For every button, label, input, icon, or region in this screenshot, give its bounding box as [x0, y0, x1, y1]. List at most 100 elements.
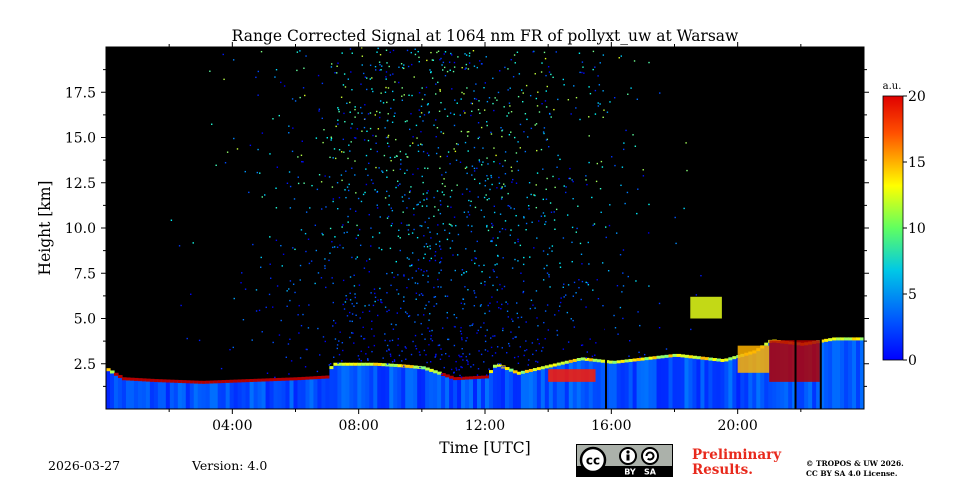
y-tick-label: 10.0 — [65, 221, 96, 237]
boundary-layer-top — [500, 365, 506, 369]
boundary-layer-strip — [700, 357, 706, 409]
boundary-layer-top — [421, 366, 426, 370]
boundary-layer-top — [516, 371, 522, 375]
boundary-layer-strip — [141, 379, 147, 409]
boundary-layer-top — [281, 377, 287, 381]
boundary-layer-top — [321, 375, 327, 379]
boundary-layer-top — [612, 360, 618, 364]
boundary-layer-top — [325, 375, 331, 379]
boundary-layer-strip — [261, 379, 267, 409]
boundary-layer-strip — [193, 381, 199, 409]
boundary-layer-strip — [832, 338, 837, 409]
boundary-layer-top — [600, 359, 606, 363]
boundary-layer-strip — [133, 378, 139, 409]
boundary-layer-strip — [544, 366, 550, 409]
boundary-layer-strip — [309, 377, 315, 409]
boundary-layer-top — [852, 337, 857, 341]
boundary-layer-strip — [588, 359, 594, 409]
boundary-layer-top — [157, 379, 163, 383]
boundary-layer-top — [189, 380, 195, 384]
boundary-layer-top — [488, 370, 494, 374]
boundary-layer-strip — [644, 358, 650, 409]
boundary-layer-top — [656, 355, 662, 359]
axes: 04:00 08:00 12:00 16:00 20:00 2.5 5.0 7.5 10.0 12… — [65, 42, 869, 434]
colorbar — [882, 95, 904, 361]
boundary-layer-top — [333, 362, 338, 366]
x-tick-label: 04:00 — [212, 418, 252, 434]
boundary-layer-strip — [301, 377, 307, 409]
boundary-layer-strip — [596, 360, 602, 409]
boundary-layer-strip — [337, 363, 342, 409]
boundary-layer-top — [473, 376, 478, 380]
boundary-layer-strip — [365, 363, 370, 409]
boundary-layer-top — [409, 365, 414, 369]
x-tick-label: 08:00 — [338, 418, 378, 434]
boundary-layer-strip — [125, 378, 131, 409]
colorbar-tick-label: 10 — [908, 221, 926, 237]
boundary-layer-top — [349, 362, 354, 366]
boundary-layer-strip — [221, 381, 227, 409]
boundary-layer-top — [724, 358, 729, 362]
boundary-layer-strip — [660, 356, 666, 409]
boundary-layer-top — [624, 359, 630, 363]
boundary-layer-top — [369, 362, 374, 366]
boundary-layer-top — [257, 378, 263, 382]
boundary-layer-top — [153, 379, 159, 383]
boundary-layer-top — [584, 357, 590, 361]
boundary-layer-top — [433, 370, 438, 374]
svg-text:cc: cc — [586, 454, 600, 468]
boundary-layer-top — [824, 338, 829, 342]
boundary-layer-top — [141, 378, 147, 382]
x-tick-label: 12:00 — [465, 418, 505, 434]
chart-title: Range Corrected Signal at 1064 nm FR of … — [232, 27, 739, 45]
boundary-layer-strip — [257, 379, 263, 409]
boundary-layer-top — [588, 358, 594, 362]
boundary-layer-strip — [552, 364, 558, 409]
boundary-layer-strip — [217, 381, 223, 409]
boundary-layer-top — [696, 356, 702, 360]
boundary-layer-strip — [492, 365, 498, 409]
boundary-layer-top — [137, 378, 143, 382]
boundary-layer-strip — [253, 379, 259, 409]
boundary-layer-strip — [325, 376, 331, 409]
boundary-layer-top — [337, 362, 342, 366]
boundary-layer-strip — [485, 376, 490, 409]
boundary-layer-top — [117, 375, 123, 379]
boundary-layer-top — [704, 357, 710, 361]
boundary-layer-strip — [624, 360, 630, 409]
cc-license-badge: cc BY SA — [576, 444, 673, 477]
boundary-layer-top — [289, 377, 295, 381]
y-tick-label: 5.0 — [74, 312, 96, 328]
boundary-layer-top — [341, 362, 346, 366]
boundary-layer-strip — [560, 362, 566, 409]
boundary-layer-strip — [728, 358, 733, 409]
boundary-layer-top — [640, 357, 646, 361]
boundary-layer-strip — [740, 354, 745, 409]
boundary-layer-strip — [121, 378, 127, 409]
boundary-layer-top — [528, 368, 534, 372]
preliminary-results-note: Preliminary Results. — [692, 447, 782, 478]
boundary-layer-top — [173, 379, 179, 383]
boundary-layer-top — [457, 377, 462, 381]
boundary-layer-top — [309, 376, 315, 380]
boundary-layer-strip — [429, 369, 434, 409]
colorbar-tick-label: 5 — [908, 287, 917, 303]
boundary-layer-strip — [369, 363, 374, 409]
boundary-layer-top — [161, 379, 167, 383]
boundary-layer-strip — [289, 378, 295, 409]
aerosol-layer — [690, 296, 722, 319]
boundary-layer-top — [544, 365, 550, 369]
boundary-layer-strip — [157, 380, 163, 409]
boundary-layer-top — [676, 353, 682, 357]
boundary-layer-strip — [508, 369, 514, 409]
boundary-layer-strip — [712, 359, 717, 409]
boundary-layer-strip — [536, 368, 542, 409]
boundary-layer-strip — [748, 352, 753, 409]
boundary-layer-top — [836, 337, 841, 341]
y-axis-label: Height [km] — [36, 181, 54, 276]
boundary-layer-strip — [161, 380, 167, 409]
boundary-layer-strip — [401, 365, 406, 409]
boundary-layer-strip — [457, 378, 462, 409]
boundary-layer-top — [668, 354, 674, 358]
boundary-layer-top — [520, 370, 526, 374]
